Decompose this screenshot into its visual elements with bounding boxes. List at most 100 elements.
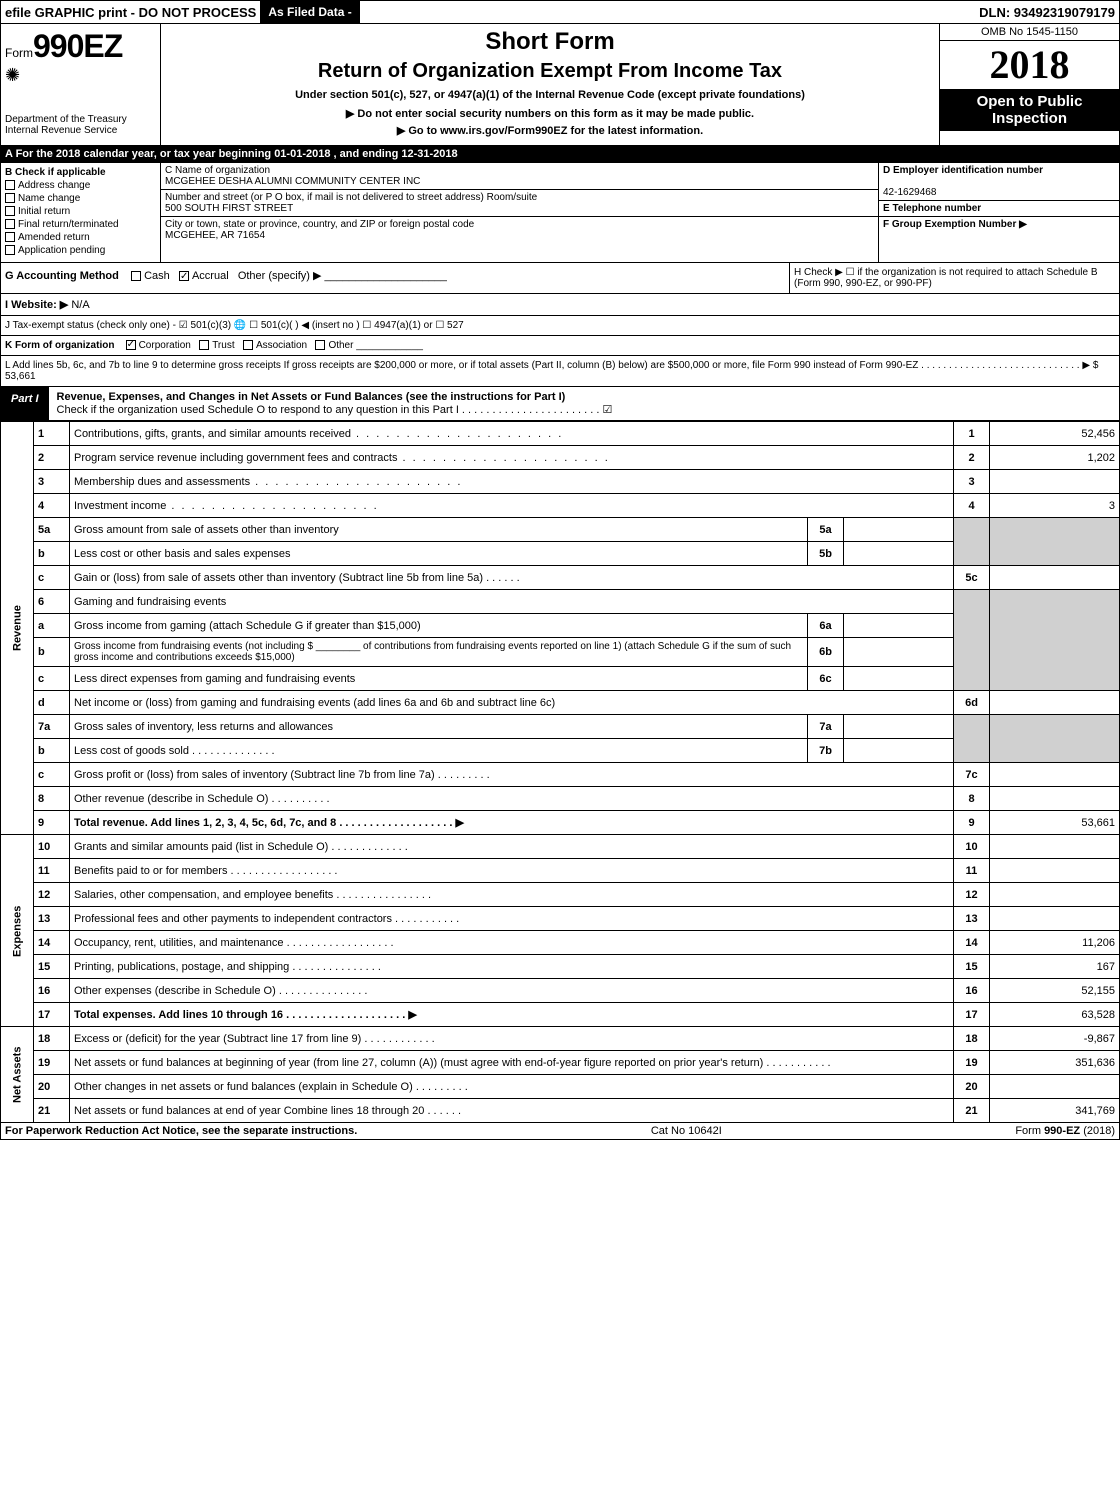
- group-exemption-label: F Group Exemption Number ▶: [883, 219, 1027, 230]
- under-section: Under section 501(c), 527, or 4947(a)(1)…: [169, 89, 931, 101]
- footer-left: For Paperwork Reduction Act Notice, see …: [5, 1125, 357, 1137]
- line-val-12: [990, 883, 1120, 907]
- line-desc-15: Printing, publications, postage, and shi…: [70, 955, 954, 979]
- form-number: Form990EZ: [5, 28, 156, 65]
- line-num-20: 20: [34, 1075, 70, 1099]
- line-num-2: 2: [34, 446, 70, 470]
- line-val-13: [990, 907, 1120, 931]
- line-rlab-7c: 7c: [954, 763, 990, 787]
- shade-6: [954, 590, 990, 691]
- top-bar: efile GRAPHIC print - DO NOT PROCESS As …: [0, 0, 1120, 24]
- line-val-8: [990, 787, 1120, 811]
- header-left: Form990EZ ✺ Department of the Treasury I…: [1, 24, 161, 145]
- line-desc-21: Net assets or fund balances at end of ye…: [70, 1099, 954, 1123]
- line-inlab-6c: 6c: [808, 667, 844, 691]
- chk-final-return[interactable]: Final return/terminated: [5, 219, 156, 230]
- line-rlab-21: 21: [954, 1099, 990, 1123]
- form-header: Form990EZ ✺ Department of the Treasury I…: [0, 24, 1120, 146]
- line-inlab-7b: 7b: [808, 739, 844, 763]
- street-label: Number and street (or P O box, if mail i…: [165, 192, 537, 203]
- footer-row: For Paperwork Reduction Act Notice, see …: [0, 1123, 1120, 1140]
- chk-other-org[interactable]: [315, 340, 325, 350]
- line-num-17: 17: [34, 1003, 70, 1027]
- shade-5: [954, 518, 990, 566]
- chk-address-change[interactable]: Address change: [5, 180, 156, 191]
- chk-corporation[interactable]: [126, 340, 136, 350]
- org-name: MCGEHEE DESHA ALUMNI COMMUNITY CENTER IN…: [165, 176, 420, 187]
- part1-lines-table: Revenue 1 Contributions, gifts, grants, …: [0, 421, 1120, 1123]
- shade-7v: [990, 715, 1120, 763]
- chk-initial-return[interactable]: Initial return: [5, 206, 156, 217]
- line-num-19: 19: [34, 1051, 70, 1075]
- line-val-17: 63,528: [990, 1003, 1120, 1027]
- line-desc-2: Program service revenue including govern…: [70, 446, 954, 470]
- line-rlab-2: 2: [954, 446, 990, 470]
- line-val-2: 1,202: [990, 446, 1120, 470]
- section-b-title: B Check if applicable: [5, 167, 106, 178]
- org-name-label: C Name of organization: [165, 165, 270, 176]
- line-num-9: 9: [34, 811, 70, 835]
- line-val-11: [990, 859, 1120, 883]
- h-text1: H Check ▶ ☐ if the organization is not r…: [794, 267, 1115, 278]
- line-rlab-16: 16: [954, 979, 990, 1003]
- chk-application-pending[interactable]: Application pending: [5, 245, 156, 256]
- line-val-20: [990, 1075, 1120, 1099]
- shade-5v: [990, 518, 1120, 566]
- line-val-3: [990, 470, 1120, 494]
- line-desc-6d: Net income or (loss) from gaming and fun…: [70, 691, 954, 715]
- line-num-7b: b: [34, 739, 70, 763]
- row-i-website: I Website: ▶ N/A: [0, 294, 1120, 316]
- line-rlab-3: 3: [954, 470, 990, 494]
- line-rlab-12: 12: [954, 883, 990, 907]
- form-prefix: Form: [5, 46, 33, 60]
- chk-cash[interactable]: [131, 271, 141, 281]
- line-rlab-18: 18: [954, 1027, 990, 1051]
- form-number-big: 990EZ: [33, 28, 122, 64]
- line-num-14: 14: [34, 931, 70, 955]
- chk-trust[interactable]: [199, 340, 209, 350]
- line-rlab-11: 11: [954, 859, 990, 883]
- city-value: MCGEHEE, AR 71654: [165, 230, 265, 241]
- line-desc-7a: Gross sales of inventory, less returns a…: [70, 715, 808, 739]
- line-num-8: 8: [34, 787, 70, 811]
- line-desc-18: Excess or (deficit) for the year (Subtra…: [70, 1027, 954, 1051]
- part1-header: Part I Revenue, Expenses, and Changes in…: [0, 387, 1120, 421]
- line-inval-7a: [844, 715, 954, 739]
- row-gh: G Accounting Method Cash Accrual Other (…: [0, 263, 1120, 294]
- shade-7: [954, 715, 990, 763]
- g-label: G Accounting Method: [5, 270, 119, 282]
- line-desc-12: Salaries, other compensation, and employ…: [70, 883, 954, 907]
- line-val-10: [990, 835, 1120, 859]
- omb-number: OMB No 1545-1150: [940, 24, 1119, 41]
- line-inval-6c: [844, 667, 954, 691]
- chk-association[interactable]: [243, 340, 253, 350]
- line-desc-13: Professional fees and other payments to …: [70, 907, 954, 931]
- line-rlab-9: 9: [954, 811, 990, 835]
- line-desc-7c: Gross profit or (loss) from sales of inv…: [70, 763, 954, 787]
- part1-title-text: Revenue, Expenses, and Changes in Net As…: [57, 391, 566, 403]
- open-public-badge: Open to Public Inspection: [940, 89, 1119, 131]
- row-l-gross-receipts: L Add lines 5b, 6c, and 7b to line 9 to …: [0, 356, 1120, 387]
- line-desc-9: Total revenue. Add lines 1, 2, 3, 4, 5c,…: [70, 811, 954, 835]
- chk-amended-return[interactable]: Amended return: [5, 232, 156, 243]
- as-filed-label: As Filed Data -: [260, 1, 359, 23]
- line-num-6: 6: [34, 590, 70, 614]
- line-val-1: 52,456: [990, 422, 1120, 446]
- chk-accrual[interactable]: [179, 271, 189, 281]
- line-desc-5b: Less cost or other basis and sales expen…: [70, 542, 808, 566]
- line-num-5c: c: [34, 566, 70, 590]
- line-num-16: 16: [34, 979, 70, 1003]
- line-num-6a: a: [34, 614, 70, 638]
- line-num-13: 13: [34, 907, 70, 931]
- line-num-7a: 7a: [34, 715, 70, 739]
- line-desc-6: Gaming and fundraising events: [70, 590, 954, 614]
- line-num-4: 4: [34, 494, 70, 518]
- k-label: K Form of organization: [5, 340, 114, 351]
- line-rlab-17: 17: [954, 1003, 990, 1027]
- chk-name-change[interactable]: Name change: [5, 193, 156, 204]
- website-value: N/A: [71, 299, 89, 311]
- line-desc-3: Membership dues and assessments: [70, 470, 954, 494]
- street-value: 500 SOUTH FIRST STREET: [165, 203, 293, 214]
- line-val-15: 167: [990, 955, 1120, 979]
- section-h: H Check ▶ ☐ if the organization is not r…: [789, 263, 1119, 293]
